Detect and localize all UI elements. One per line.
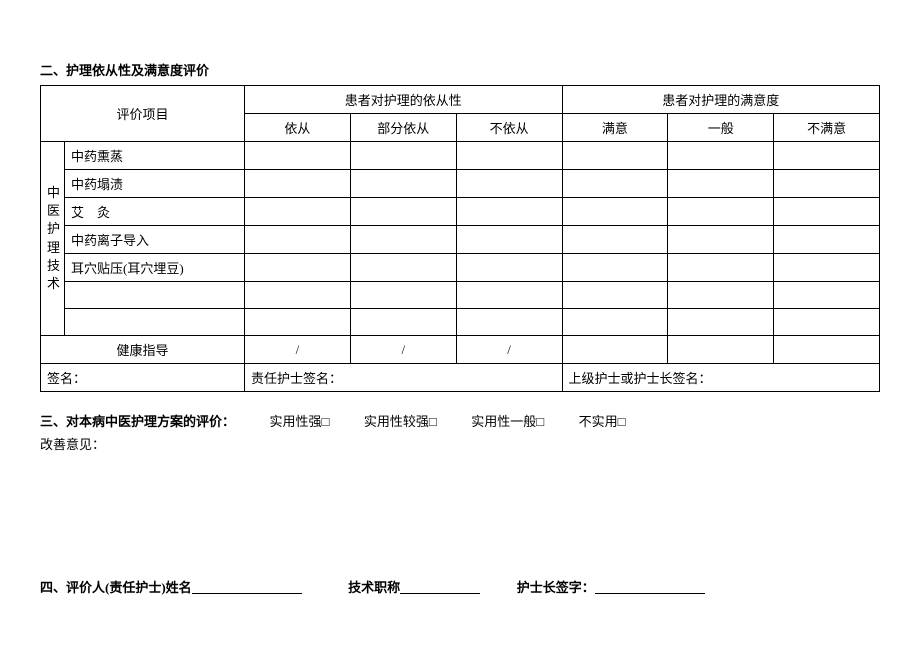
row-r5: 耳穴贴压(耳穴埋豆) <box>65 254 245 282</box>
sec4-head-label: 护士长签字： <box>517 580 595 595</box>
health-guide: 健康指导 <box>41 336 245 364</box>
col-c3: 不依从 <box>456 114 562 142</box>
opt2: 实用性较强□ <box>364 414 437 429</box>
nurse-sign: 责任护士签名： <box>245 364 562 392</box>
group-compliance: 患者对护理的依从性 <box>245 86 562 114</box>
tech-line <box>400 579 480 594</box>
evaluation-table: 评价项目 患者对护理的依从性 患者对护理的满意度 依从 部分依从 不依从 满意 … <box>40 85 880 392</box>
section2-title: 二、护理依从性及满意度评价 <box>40 60 880 79</box>
col-c5: 一般 <box>668 114 774 142</box>
vlabel: 中 医 护 理 技 术 <box>41 142 65 336</box>
col-c4: 满意 <box>562 114 668 142</box>
row-r1: 中药熏蒸 <box>65 142 245 170</box>
col-c6: 不满意 <box>774 114 880 142</box>
section3-title: 三、对本病中医护理方案的评价： <box>40 414 235 429</box>
row-r2: 中药塌渍 <box>65 170 245 198</box>
cell <box>245 142 351 170</box>
improve-label: 改善意见： <box>40 437 105 452</box>
slash: / <box>350 336 456 364</box>
opt3: 实用性一般□ <box>471 414 544 429</box>
sign-label: 签名： <box>41 364 245 392</box>
row-empty1 <box>65 282 245 309</box>
group-satisfaction: 患者对护理的满意度 <box>562 86 880 114</box>
sec4-tech-label: 技术职称 <box>348 580 400 595</box>
cell <box>668 142 774 170</box>
row-r3: 艾 灸 <box>65 198 245 226</box>
col-c2: 部分依从 <box>350 114 456 142</box>
opt1: 实用性强□ <box>270 414 330 429</box>
col-c1: 依从 <box>245 114 351 142</box>
section3: 三、对本病中医护理方案的评价： 实用性强□ 实用性较强□ 实用性一般□ 不实用□… <box>40 410 880 457</box>
cell <box>562 142 668 170</box>
head-nurse-sign: 上级护士或护士长签名： <box>562 364 880 392</box>
col-item: 评价项目 <box>41 86 245 142</box>
opt4: 不实用□ <box>579 414 626 429</box>
slash: / <box>245 336 351 364</box>
name-line <box>192 579 302 594</box>
row-empty2 <box>65 309 245 336</box>
head-line <box>595 579 705 594</box>
cell <box>774 142 880 170</box>
cell <box>350 142 456 170</box>
cell <box>456 142 562 170</box>
slash: / <box>456 336 562 364</box>
section4: 四、评价人(责任护士)姓名 技术职称 护士长签字： <box>40 577 880 596</box>
row-r4: 中药离子导入 <box>65 226 245 254</box>
sec4-name-label: 四、评价人(责任护士)姓名 <box>40 580 192 595</box>
